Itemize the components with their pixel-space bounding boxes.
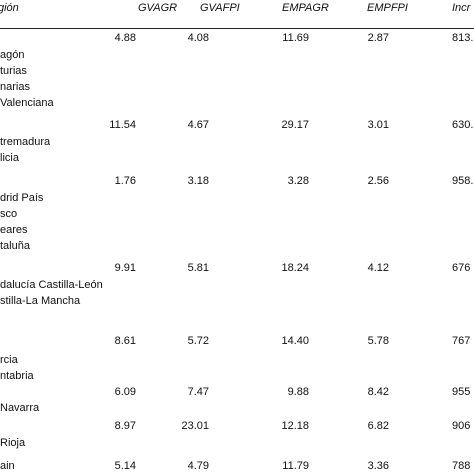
- value-cell: 958.: [452, 175, 474, 187]
- value-cell: 3.18: [187, 175, 209, 187]
- value-cell: 767: [452, 335, 471, 347]
- value-cell: 906: [452, 420, 471, 432]
- value-cell: 5.14: [114, 460, 136, 472]
- value-cell: 2.56: [367, 175, 389, 187]
- region-line: dalucía Castilla-León: [0, 279, 103, 291]
- region-line: sco: [0, 208, 18, 220]
- region-line: turias: [0, 65, 27, 77]
- region-line: licia: [0, 152, 19, 164]
- header-cell: gión: [0, 2, 19, 14]
- value-cell: 23.01: [181, 420, 209, 432]
- value-cell: 5.78: [367, 335, 389, 347]
- value-cell: 676: [452, 262, 471, 274]
- region-line: stilla-La Mancha: [0, 295, 81, 307]
- value-cell: 4.88: [114, 32, 136, 44]
- region-line: rcia: [0, 354, 18, 366]
- value-cell: 11.54: [109, 119, 136, 131]
- value-cell: 8.97: [114, 420, 136, 432]
- value-cell: 4.12: [367, 262, 389, 274]
- value-cell: 5.72: [187, 335, 209, 347]
- header-cell: GVAFPI: [200, 2, 240, 14]
- header-cell: EMPAGR: [282, 2, 329, 14]
- header-cell: EMPFPI: [367, 2, 408, 14]
- region-line: Navarra: [0, 402, 40, 414]
- region-line: eares: [0, 224, 28, 236]
- value-cell: 813.: [452, 32, 474, 44]
- value-cell: 29.17: [281, 119, 309, 131]
- value-cell: 7.47: [187, 386, 209, 398]
- value-cell: 2.87: [367, 32, 389, 44]
- region-line: ain: [0, 460, 15, 472]
- value-cell: 14.40: [281, 335, 309, 347]
- header-cell: Incr: [452, 2, 471, 14]
- region-line: Rioja: [0, 437, 26, 449]
- value-cell: 955: [452, 386, 471, 398]
- value-cell: 11.69: [282, 32, 309, 44]
- region-line: ntabria: [0, 370, 34, 382]
- value-cell: 3.01: [367, 119, 389, 131]
- region-line: narias: [0, 81, 30, 93]
- region-line: taluña: [0, 240, 30, 252]
- value-cell: 12.18: [281, 420, 309, 432]
- value-cell: 3.36: [367, 460, 389, 472]
- region-line: agón: [0, 49, 25, 61]
- header-rule: [0, 28, 474, 29]
- value-cell: 18.24: [281, 262, 309, 274]
- value-cell: 6.82: [367, 420, 389, 432]
- value-cell: 8.61: [114, 335, 136, 347]
- value-cell: 630.: [452, 119, 474, 131]
- value-cell: 6.09: [114, 386, 136, 398]
- region-line: drid País: [0, 192, 44, 204]
- value-cell: 9.88: [287, 386, 309, 398]
- value-cell: 4.67: [187, 119, 209, 131]
- header-cell: GVAGR: [138, 2, 178, 14]
- value-cell: 4.08: [187, 32, 209, 44]
- value-cell: 4.79: [187, 460, 209, 472]
- value-cell: 1.76: [114, 175, 136, 187]
- value-cell: 3.28: [287, 175, 309, 187]
- value-cell: 8.42: [367, 386, 389, 398]
- value-cell: 788: [452, 460, 471, 472]
- value-cell: 9.91: [114, 262, 136, 274]
- region-line: tremadura: [0, 136, 51, 148]
- value-cell: 11.79: [282, 460, 309, 472]
- value-cell: 5.81: [187, 262, 209, 274]
- region-line: Valenciana: [0, 97, 54, 109]
